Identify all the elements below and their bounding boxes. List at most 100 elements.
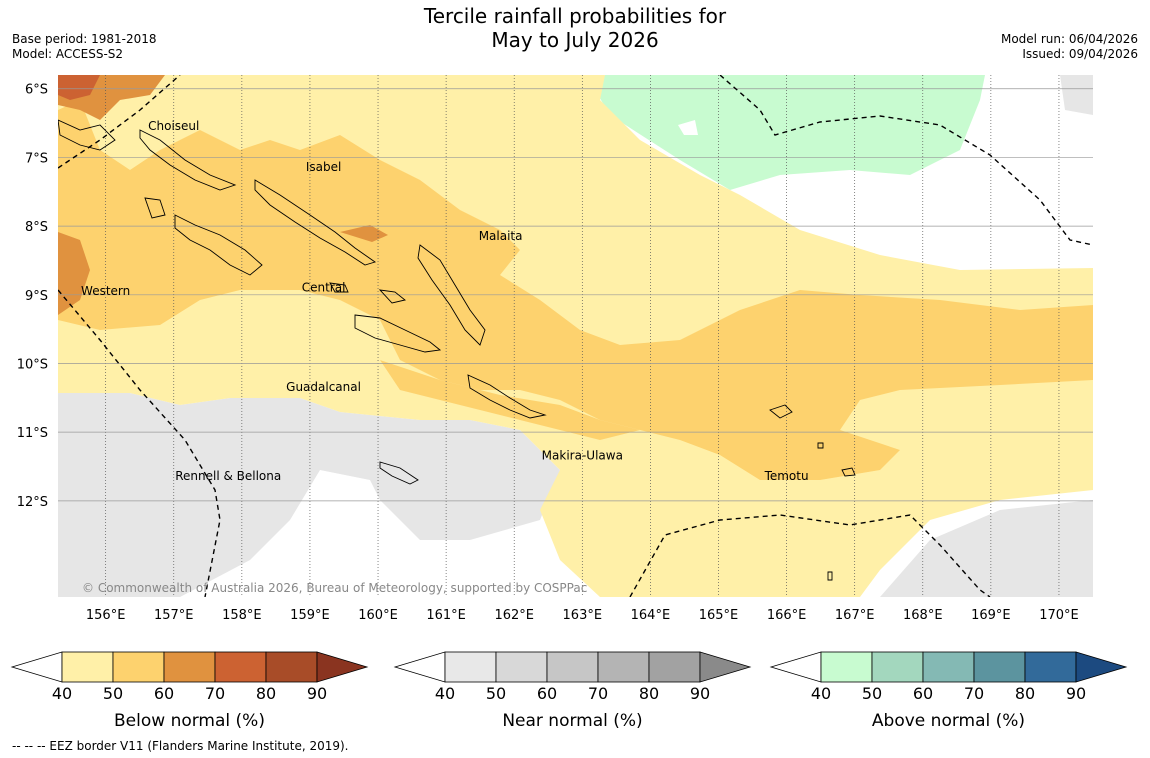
province-label: Temotu — [764, 469, 809, 483]
island-russell — [329, 282, 349, 293]
colorbar-segment — [214, 651, 267, 683]
colorbars: 40 50 60 70 80 90 Below normal (%) 40 50 60 70 80 90… — [10, 651, 1128, 731]
island-santa-cruz — [769, 404, 793, 419]
longitude-label: 161°E — [426, 608, 466, 623]
graticule — [58, 75, 1093, 597]
longitude-label: 167°E — [835, 608, 875, 623]
longitude-labels: 156°E 157°E 158°E 159°E 160°E 161°E 162°E 163°E… — [86, 608, 1079, 623]
colorbar-tick-label: 70 — [964, 684, 984, 703]
longitude-label: 164°E — [631, 608, 671, 623]
colorbar-tick-label: 60 — [913, 684, 933, 703]
province-label: Western — [81, 284, 130, 298]
island-tinakula — [817, 442, 824, 449]
model-run-text: Model run: 06/04/2026 — [1000, 32, 1138, 46]
colorbar-segment — [112, 651, 165, 683]
below-normal-60-region-west — [58, 232, 90, 315]
colorbar-segment — [820, 651, 873, 683]
province-label: Makira-Ulawa — [542, 449, 623, 463]
colorbar: 40 50 60 70 80 90 Below normal (%) — [10, 651, 369, 731]
colorbar-over-arrow — [699, 651, 752, 683]
colorbar-segment — [597, 651, 650, 683]
model-text: Model: ACCESS-S2 — [12, 47, 124, 61]
colorbar-tick-label: 90 — [690, 684, 710, 703]
latitude-label: 12°S — [17, 495, 48, 510]
island-makira — [467, 374, 547, 419]
longitude-label: 169°E — [971, 608, 1011, 623]
latitude-label: 11°S — [17, 426, 48, 441]
colorbar-segment — [973, 651, 1026, 683]
near-normal-region-southeast — [880, 500, 1093, 597]
colorbar-under-arrow — [769, 651, 822, 683]
island-vanikoro — [841, 467, 856, 477]
latitude-label: 6°S — [25, 83, 48, 98]
longitude-label: 162°E — [494, 608, 534, 623]
longitude-label: 166°E — [767, 608, 807, 623]
colorbar: 40 50 60 70 80 90 Above normal (%) — [769, 651, 1128, 731]
longitude-label: 159°E — [290, 608, 330, 623]
probability-fields — [58, 75, 1093, 597]
below-normal-50-region — [58, 100, 1093, 480]
colorbar-tick-label: 50 — [103, 684, 123, 703]
colorbar-segment — [922, 651, 975, 683]
colorbar-title: Near normal (%) — [502, 711, 642, 731]
longitude-label: 168°E — [903, 608, 943, 623]
island-isabel — [254, 179, 377, 266]
island-guadalcanal — [354, 314, 442, 353]
low-probability-spot — [678, 120, 698, 135]
province-label: Central — [302, 280, 346, 294]
colorbar-segment — [265, 651, 318, 683]
colorbar-tick-label: 50 — [486, 684, 506, 703]
colorbar-tick-label: 60 — [537, 684, 557, 703]
colorbar-segment — [444, 651, 497, 683]
eez-borders — [58, 75, 1093, 597]
colorbar-tick-label: 40 — [52, 684, 72, 703]
longitude-label: 158°E — [222, 608, 262, 623]
colorbar-tick-label: 80 — [639, 684, 659, 703]
colorbar-tick-label: 90 — [1066, 684, 1086, 703]
island-anuta — [827, 571, 833, 581]
base-period-text: Base period: 1981-2018 — [12, 32, 157, 46]
above-normal-region-north — [598, 75, 985, 190]
colorbar-tick-label: 60 — [154, 684, 174, 703]
eez-border-north — [719, 75, 1093, 246]
island-florida-group — [378, 289, 407, 304]
near-normal-region-northeast — [1060, 75, 1093, 115]
below-normal-70-region — [58, 75, 100, 100]
colorbar-segment — [61, 651, 114, 683]
colorbar-tick-label: 70 — [205, 684, 225, 703]
colorbar-title: Above normal (%) — [872, 711, 1025, 731]
colorbar-title: Below normal (%) — [114, 711, 265, 731]
latitude-labels: 6°S 7°S 8°S 9°S 10°S 11°S 12°S — [17, 83, 48, 510]
colorbar: 40 50 60 70 80 90 Near normal (%) — [393, 651, 752, 731]
province-label: Choiseul — [148, 119, 199, 133]
colorbar-segment — [871, 651, 924, 683]
colorbar-segment — [648, 651, 701, 683]
below-normal-50-region-central — [380, 360, 640, 440]
colorbar-tick-label: 70 — [588, 684, 608, 703]
island-new-georgia — [174, 214, 263, 276]
province-label: Guadalcanal — [286, 380, 361, 394]
latitude-label: 9°S — [25, 289, 48, 304]
colorbar-segment — [495, 651, 548, 683]
eez-border-west — [58, 289, 221, 597]
colorbar-tick-label: 80 — [1015, 684, 1035, 703]
copyright-text: © Commonwealth of Australia 2026, Bureau… — [82, 581, 587, 595]
colorbar-under-arrow — [10, 651, 63, 683]
colorbar-tick-label: 40 — [811, 684, 831, 703]
eez-border-south — [629, 514, 991, 597]
colorbar-segment — [163, 651, 216, 683]
longitude-label: 157°E — [154, 608, 194, 623]
map-title-line2: May to July 2026 — [491, 28, 659, 52]
eez-border-northwest — [58, 75, 181, 169]
latitude-label: 7°S — [25, 151, 48, 166]
longitude-label: 170°E — [1039, 608, 1079, 623]
longitude-label: 165°E — [699, 608, 739, 623]
island-bougainville — [58, 119, 116, 151]
island-malaita — [417, 244, 486, 346]
colorbar-over-arrow — [316, 651, 369, 683]
colorbar-tick-label: 80 — [256, 684, 276, 703]
colorbar-tick-label: 50 — [862, 684, 882, 703]
longitude-label: 160°E — [358, 608, 398, 623]
below-normal-60-region-isabel — [340, 225, 388, 242]
